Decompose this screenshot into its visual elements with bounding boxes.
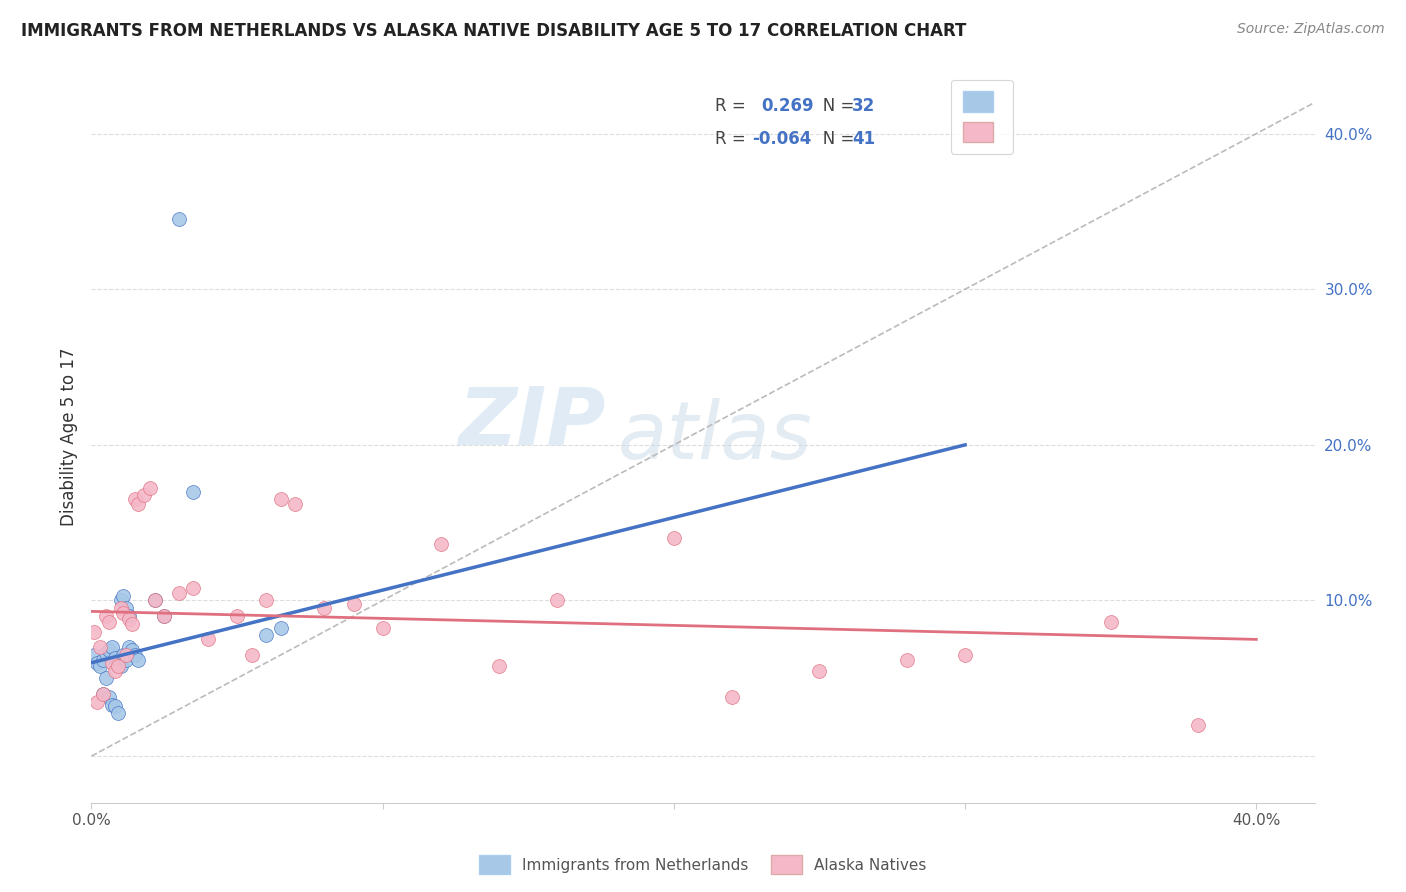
- Point: [953, 648, 976, 662]
- Point: [254, 628, 277, 642]
- Point: [107, 658, 129, 673]
- Point: [342, 597, 364, 611]
- Point: [101, 656, 124, 670]
- Legend: Immigrants from Netherlands, Alaska Natives: Immigrants from Netherlands, Alaska Nati…: [474, 849, 932, 880]
- Point: [430, 537, 453, 551]
- Point: [167, 212, 190, 227]
- Point: [127, 497, 149, 511]
- Point: [97, 690, 120, 704]
- Text: N =: N =: [807, 130, 859, 148]
- Point: [112, 589, 135, 603]
- Text: 32: 32: [852, 97, 876, 115]
- Point: [240, 648, 263, 662]
- Point: [270, 492, 292, 507]
- Point: [662, 531, 685, 545]
- Text: R =: R =: [716, 97, 756, 115]
- Point: [254, 593, 277, 607]
- Point: [284, 497, 307, 511]
- Legend: , : ,: [950, 79, 1012, 153]
- Point: [83, 648, 105, 662]
- Point: [101, 698, 124, 712]
- Point: [91, 652, 114, 666]
- Text: N =: N =: [807, 97, 859, 115]
- Point: [118, 612, 141, 626]
- Point: [104, 664, 127, 678]
- Point: [132, 488, 155, 502]
- Point: [115, 601, 138, 615]
- Text: ZIP: ZIP: [458, 384, 605, 461]
- Point: [896, 652, 918, 666]
- Point: [110, 601, 132, 615]
- Point: [115, 652, 138, 666]
- Point: [808, 664, 831, 678]
- Point: [270, 622, 292, 636]
- Point: [153, 609, 176, 624]
- Point: [124, 492, 146, 507]
- Point: [91, 687, 114, 701]
- Text: atlas: atlas: [617, 398, 813, 476]
- Point: [94, 647, 117, 661]
- Y-axis label: Disability Age 5 to 17: Disability Age 5 to 17: [59, 348, 77, 526]
- Point: [89, 640, 111, 655]
- Point: [145, 593, 167, 607]
- Point: [546, 593, 568, 607]
- Text: IMMIGRANTS FROM NETHERLANDS VS ALASKA NATIVE DISABILITY AGE 5 TO 17 CORRELATION : IMMIGRANTS FROM NETHERLANDS VS ALASKA NA…: [21, 22, 966, 40]
- Point: [124, 648, 146, 662]
- Point: [107, 656, 129, 670]
- Point: [721, 690, 744, 704]
- Point: [121, 643, 143, 657]
- Point: [153, 609, 176, 624]
- Point: [112, 648, 135, 662]
- Point: [371, 622, 394, 636]
- Point: [314, 601, 336, 615]
- Point: [118, 640, 141, 655]
- Point: [138, 482, 160, 496]
- Point: [112, 606, 135, 620]
- Point: [1187, 718, 1209, 732]
- Text: 41: 41: [852, 130, 876, 148]
- Point: [91, 687, 114, 701]
- Point: [86, 695, 108, 709]
- Point: [94, 609, 117, 624]
- Point: [86, 656, 108, 670]
- Point: [127, 652, 149, 666]
- Point: [183, 581, 205, 595]
- Point: [183, 484, 205, 499]
- Point: [107, 706, 129, 720]
- Point: [115, 648, 138, 662]
- Point: [97, 615, 120, 630]
- Point: [110, 658, 132, 673]
- Point: [101, 640, 124, 655]
- Text: Source: ZipAtlas.com: Source: ZipAtlas.com: [1237, 22, 1385, 37]
- Text: -0.064: -0.064: [752, 130, 811, 148]
- Point: [89, 658, 111, 673]
- Point: [145, 593, 167, 607]
- Point: [167, 585, 190, 599]
- Point: [1099, 615, 1122, 630]
- Point: [97, 643, 120, 657]
- Point: [226, 609, 249, 624]
- Point: [94, 671, 117, 685]
- Point: [83, 624, 105, 639]
- Point: [118, 609, 141, 624]
- Point: [121, 616, 143, 631]
- Point: [488, 658, 510, 673]
- Point: [104, 699, 127, 714]
- Point: [197, 632, 219, 647]
- Text: 0.269: 0.269: [762, 97, 814, 115]
- Point: [104, 651, 127, 665]
- Point: [110, 593, 132, 607]
- Text: R =: R =: [716, 130, 751, 148]
